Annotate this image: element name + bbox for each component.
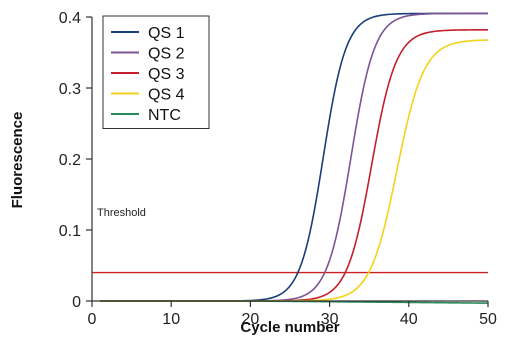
legend-label: NTC [148,107,181,124]
x-tick-label: 0 [88,311,97,328]
legend-box [102,15,210,129]
legend-label: QS 1 [148,25,185,42]
y-tick-label: 0.4 [59,10,81,27]
x-axis-title: Cycle number [240,319,339,336]
x-tick-label: 40 [400,311,418,328]
x-tick-label: 50 [479,311,497,328]
legend: QS 1 QS 2 QS 3 QS 4 NTC [102,15,210,129]
ticks: 0 10 20 30 40 50 0 0.1 0.2 0.3 0.4 [59,10,497,328]
x-tick-label: 20 [242,311,260,328]
x-tick-label: 30 [321,311,339,328]
threshold-label: Threshold [97,207,146,219]
y-tick-label: 0.1 [59,223,81,240]
x-tick-label: 10 [162,311,180,328]
legend-label: QS 2 [148,46,185,63]
y-tick-label: 0.3 [59,81,81,98]
y-axis-title: Fluorescence [9,112,26,209]
y-tick-label: 0 [72,294,81,311]
y-tick-label: 0.2 [59,152,81,169]
legend-label: QS 3 [148,66,185,83]
legend-label: QS 4 [148,87,185,104]
